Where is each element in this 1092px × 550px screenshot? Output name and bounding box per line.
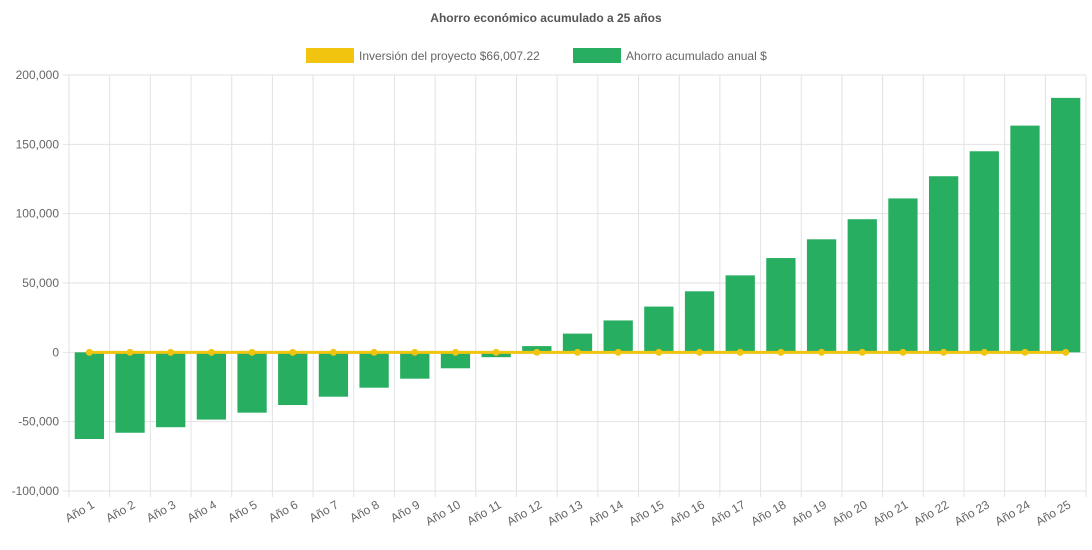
point-investment[interactable]: [167, 348, 175, 356]
x-tick-label: Año 9: [388, 497, 422, 525]
x-tick-label: Año 21: [870, 497, 910, 528]
bar-savings[interactable]: [562, 333, 593, 353]
point-investment[interactable]: [899, 348, 907, 356]
x-tick-label: Año 22: [911, 497, 951, 528]
point-investment[interactable]: [1062, 348, 1070, 356]
point-investment[interactable]: [655, 348, 663, 356]
point-investment[interactable]: [574, 348, 581, 356]
x-axis: Año 1 Año 2 Año 3 Año 4 Año 5 Año 6 Año 7 Año 8…: [63, 497, 1074, 528]
legend-swatch-investment: [306, 48, 354, 63]
x-tick-label: Año 7: [307, 497, 341, 525]
x-tick-label: Año 24: [993, 497, 1033, 528]
x-tick-label: Año 12: [504, 497, 544, 528]
point-investment[interactable]: [207, 348, 215, 356]
bar-savings[interactable]: [766, 258, 796, 353]
bar-savings[interactable]: [278, 352, 308, 406]
bar-savings[interactable]: [74, 352, 104, 439]
bar-series: [74, 97, 1081, 439]
point-investment[interactable]: [411, 348, 419, 356]
x-tick-label: Año 13: [545, 497, 585, 528]
chart-legend: Inversión del proyecto $66,007.22 Ahorro…: [306, 48, 767, 63]
x-tick-label: Año 3: [144, 497, 178, 525]
bar-savings[interactable]: [196, 352, 227, 420]
line-series: [85, 348, 1070, 356]
point-investment[interactable]: [1021, 348, 1029, 356]
point-investment[interactable]: [85, 348, 93, 356]
y-tick-label: 100,000: [16, 207, 60, 221]
point-investment[interactable]: [329, 348, 337, 356]
y-tick-label: -100,000: [12, 484, 60, 498]
x-tick-label: Año 8: [347, 497, 381, 525]
legend-swatch-savings: [573, 48, 621, 63]
bar-savings[interactable]: [888, 198, 918, 353]
point-investment[interactable]: [492, 348, 500, 356]
point-investment[interactable]: [248, 348, 256, 356]
bar-savings[interactable]: [156, 352, 186, 428]
x-tick-label: Año 10: [423, 497, 463, 528]
bar-savings[interactable]: [928, 176, 959, 353]
y-tick-label: 0: [52, 345, 59, 359]
bar-savings[interactable]: [115, 352, 145, 433]
x-tick-label: Año 15: [626, 497, 666, 528]
x-tick-label: Año 18: [748, 497, 788, 528]
point-investment[interactable]: [858, 348, 866, 356]
bar-savings[interactable]: [318, 352, 349, 397]
point-investment[interactable]: [614, 348, 622, 356]
legend-label-savings: Ahorro acumulado anual $: [626, 49, 767, 63]
x-tick-label: Año 19: [789, 497, 829, 528]
point-investment[interactable]: [940, 348, 948, 356]
x-tick-label: Año 16: [667, 497, 707, 528]
legend-item-savings[interactable]: Ahorro acumulado anual $: [573, 48, 767, 63]
legend-item-investment[interactable]: Inversión del proyecto $66,007.22: [306, 48, 540, 63]
bar-savings[interactable]: [644, 306, 674, 353]
y-tick-label: -50,000: [18, 415, 59, 429]
point-investment[interactable]: [370, 348, 378, 356]
bar-savings[interactable]: [725, 275, 755, 353]
point-investment[interactable]: [289, 348, 297, 356]
x-tick-label: Año 2: [103, 497, 137, 525]
point-investment[interactable]: [818, 348, 826, 356]
legend-label-investment: Inversión del proyecto $66,007.22: [359, 49, 540, 63]
x-tick-label: Año 17: [708, 497, 748, 528]
point-investment[interactable]: [533, 348, 541, 356]
point-investment[interactable]: [980, 348, 988, 356]
x-tick-label: Año 11: [464, 497, 503, 528]
bar-savings[interactable]: [1010, 125, 1040, 353]
bar-savings[interactable]: [847, 219, 877, 353]
x-tick-label: Año 14: [586, 497, 626, 528]
x-tick-label: Año 4: [185, 497, 219, 525]
y-tick-label: 200,000: [16, 68, 60, 82]
x-tick-label: Año 20: [830, 497, 870, 528]
point-investment[interactable]: [777, 348, 785, 356]
bar-savings[interactable]: [603, 320, 633, 353]
bar-savings[interactable]: [359, 352, 389, 388]
chart-title: Ahorro económico acumulado a 25 años: [430, 11, 662, 25]
bar-savings[interactable]: [400, 352, 430, 379]
bar-savings[interactable]: [969, 151, 999, 353]
bar-savings[interactable]: [237, 352, 267, 413]
point-investment[interactable]: [451, 348, 459, 356]
bar-savings[interactable]: [806, 239, 837, 353]
point-investment[interactable]: [126, 348, 134, 356]
chart-grid: [63, 74, 1087, 497]
y-axis: -100,000 -50,000 0 50,000 100,000 150,000 200,…: [12, 68, 60, 498]
x-tick-label: Año 5: [225, 497, 259, 525]
y-tick-label: 50,000: [22, 276, 59, 290]
x-tick-label: Año 25: [1033, 497, 1073, 528]
y-tick-label: 150,000: [16, 137, 60, 151]
x-tick-label: Año 1: [63, 497, 97, 525]
point-investment[interactable]: [696, 348, 704, 356]
bar-savings[interactable]: [684, 291, 715, 353]
bar-savings[interactable]: [440, 352, 471, 369]
point-investment[interactable]: [736, 348, 744, 356]
x-tick-label: Año 23: [952, 497, 992, 528]
bar-savings[interactable]: [1051, 97, 1081, 353]
x-tick-label: Año 6: [266, 497, 300, 525]
